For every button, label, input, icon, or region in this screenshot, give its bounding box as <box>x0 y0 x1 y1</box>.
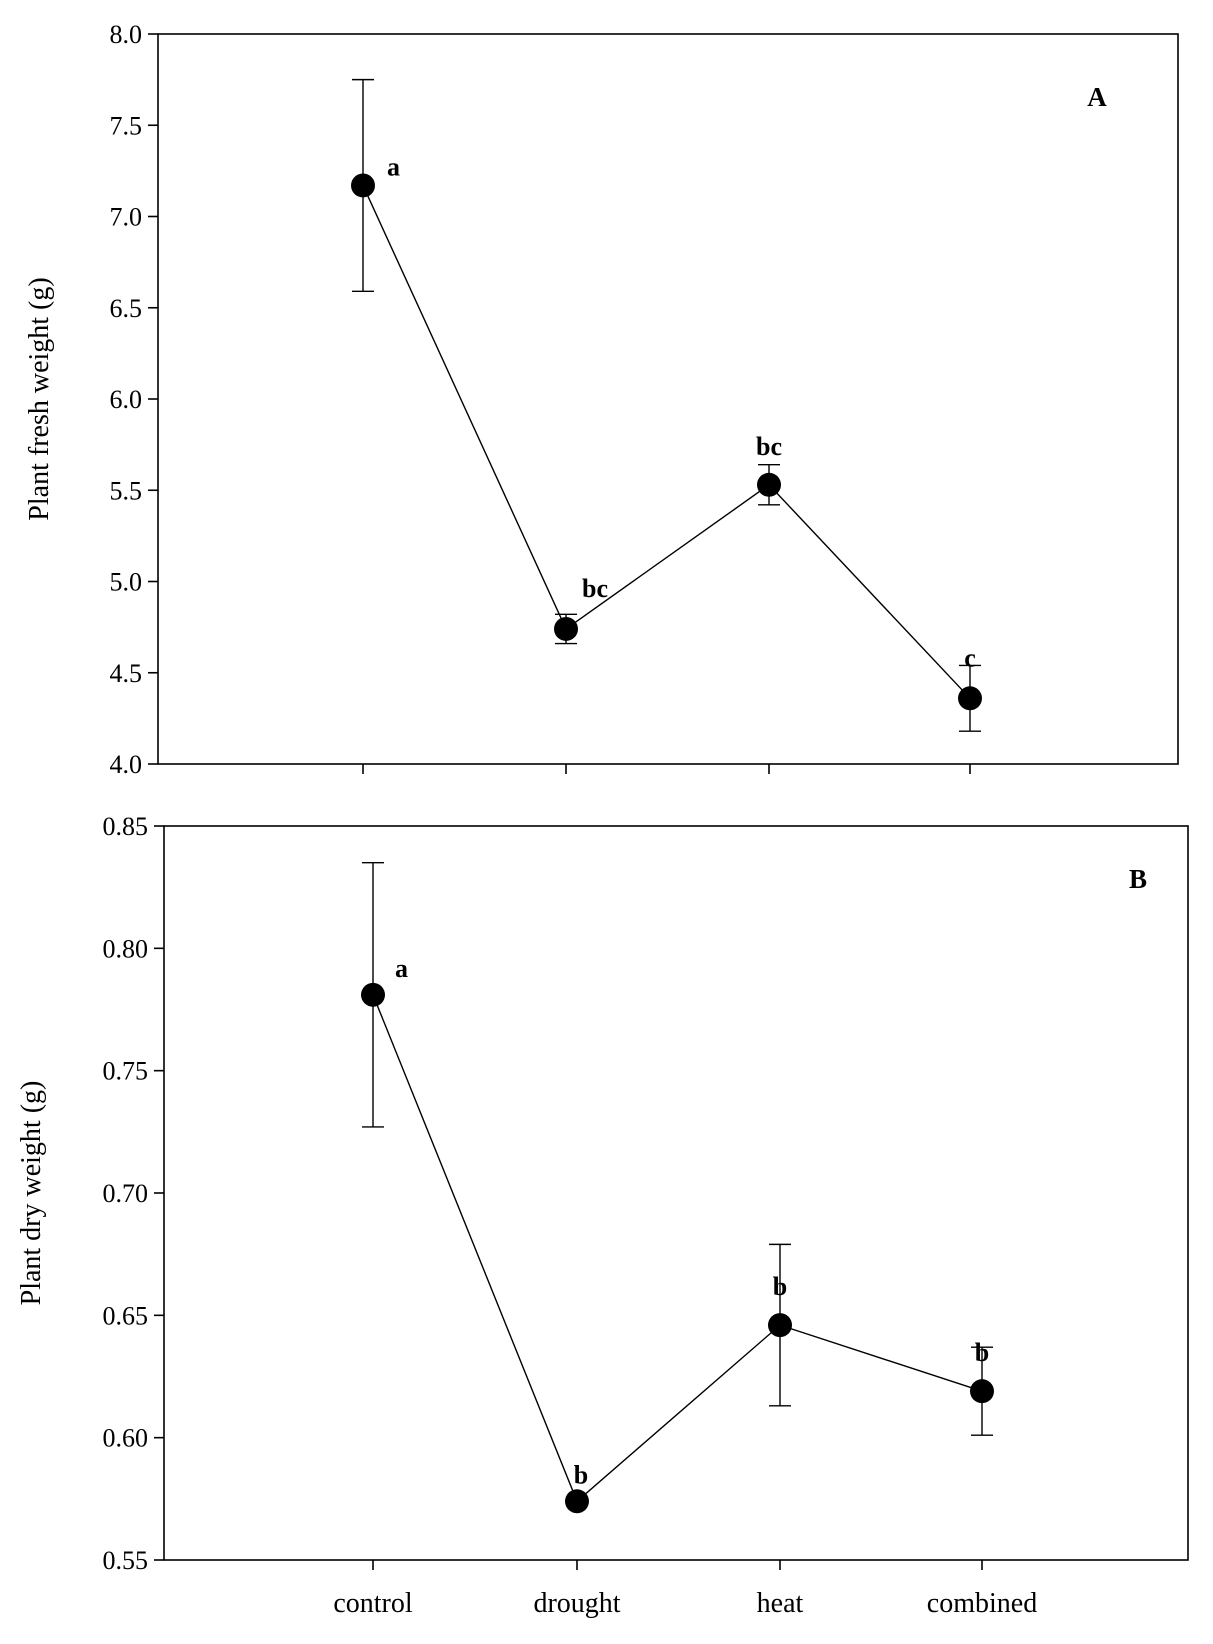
data-point-control <box>361 982 385 1007</box>
significance-letter: c <box>964 643 976 672</box>
y-tick-label: 0.70 <box>103 1179 149 1208</box>
y-tick-label: 5.0 <box>110 568 143 597</box>
y-tick-label: 6.5 <box>110 294 143 323</box>
y-tick-label: 7.5 <box>110 111 143 140</box>
x-category-label: control <box>333 1588 413 1619</box>
significance-letter: b <box>574 1460 588 1489</box>
series-line <box>362 185 971 699</box>
significance-letter: b <box>773 1272 787 1301</box>
data-point-drought <box>554 616 578 641</box>
y-axis-title: Plant dry weight (g) <box>16 1081 47 1306</box>
x-category-label: heat <box>757 1588 804 1619</box>
x-category-label: drought <box>533 1588 620 1619</box>
panel-a: 4.0 4.5 5.0 5.5 6.0 6.5 7.0 7.5 8.0 Plant fresh w… <box>24 20 1179 779</box>
data-point-heat <box>768 1313 792 1338</box>
series-line <box>372 994 983 1503</box>
panel-b: 0.55 0.60 0.65 0.70 0.75 0.80 0.85 Plant dry we… <box>16 812 1189 1619</box>
data-point-combined <box>958 686 982 711</box>
significance-letter: bc <box>756 432 782 461</box>
y-tick-label: 8.0 <box>110 20 143 49</box>
data-point-heat <box>757 472 781 497</box>
y-tick-label: 5.5 <box>110 476 143 505</box>
significance-letter: a <box>395 954 408 983</box>
y-tick-label: 6.0 <box>110 385 143 414</box>
y-tick-label: 0.80 <box>103 934 149 963</box>
x-category-label: combined <box>927 1588 1037 1619</box>
y-tick-label: 7.0 <box>110 203 143 232</box>
y-tick-label: 0.60 <box>103 1424 149 1453</box>
y-axis-title: Plant fresh weight (g) <box>24 277 55 520</box>
y-tick-label: 0.65 <box>103 1301 149 1330</box>
panel-label: A <box>1087 82 1107 112</box>
significance-letter: bc <box>582 574 608 603</box>
y-tick-label: 0.75 <box>103 1057 149 1086</box>
y-tick-label: 0.55 <box>103 1546 149 1575</box>
y-tick-label: 4.5 <box>110 659 143 688</box>
data-point-combined <box>970 1379 994 1404</box>
y-tick-label: 4.0 <box>110 750 143 779</box>
data-point-control <box>351 173 375 198</box>
significance-letter: b <box>975 1338 989 1367</box>
panel-label: B <box>1129 864 1147 894</box>
significance-letter: a <box>387 152 400 181</box>
data-point-drought <box>565 1489 589 1514</box>
y-tick-label: 0.85 <box>103 812 149 841</box>
